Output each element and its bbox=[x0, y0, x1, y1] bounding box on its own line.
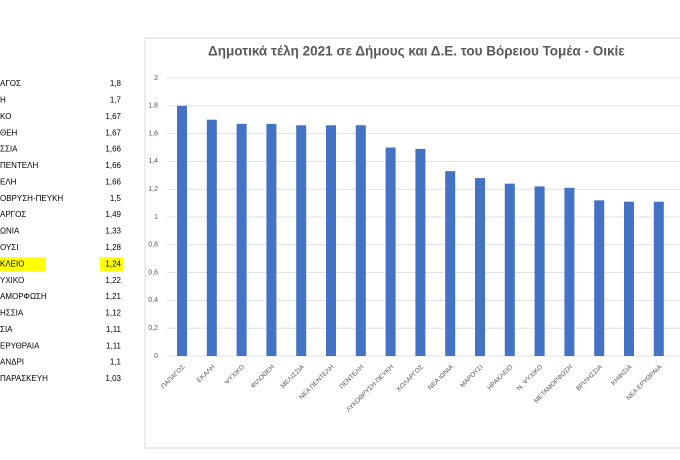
y-tick-label: 1,2 bbox=[148, 186, 158, 193]
y-tick-label: 2 bbox=[154, 75, 158, 82]
cell-value: 1,22 bbox=[105, 276, 121, 285]
cell-name: ΣΙΑ bbox=[0, 325, 13, 334]
bar bbox=[415, 148, 426, 356]
bar bbox=[653, 201, 664, 356]
x-tick-label: ΒΡΙΛΗΣΣΙΑ bbox=[575, 363, 604, 392]
cell-name: ΚΛΕΙΟ bbox=[0, 259, 24, 268]
bar bbox=[624, 201, 634, 356]
bar bbox=[564, 187, 575, 356]
cell-value: 1,11 bbox=[106, 325, 122, 334]
cell-value: 1,5 bbox=[110, 194, 122, 203]
x-tick-label: ΠΕΝΤΕΛΗ bbox=[339, 363, 366, 390]
cell-name: ΑΝΔΡΙ bbox=[0, 358, 24, 367]
cell-value: 1,21 bbox=[105, 292, 121, 301]
cell-name: ΗΣΣΙΑ bbox=[0, 309, 24, 318]
x-tick-label: ΜΕΛΙΣΣΙΑ bbox=[280, 363, 307, 390]
cell-value: 1,67 bbox=[105, 128, 121, 137]
cell-value: 1,28 bbox=[105, 243, 121, 252]
y-tick-label: 0,6 bbox=[148, 269, 158, 276]
cell-value: 1,24 bbox=[105, 259, 121, 268]
x-tick-label: ΠΑΠΑΓΟΣ bbox=[160, 364, 187, 391]
cell-name: ΠΑΡΑΣΚΕΥΗ bbox=[0, 374, 48, 383]
x-tick-label: ΨΥΧΙΚΟ bbox=[224, 364, 247, 387]
x-tick-label: ΗΡΑΚΛΕΙΟ bbox=[486, 364, 514, 392]
bar bbox=[236, 123, 247, 357]
cell-name: ΘΕΗ bbox=[0, 128, 18, 137]
bar bbox=[355, 125, 366, 356]
cell-value: 1,12 bbox=[105, 309, 121, 318]
bar bbox=[266, 123, 277, 357]
cell-name: ΑΡΓΟΣ bbox=[0, 210, 26, 219]
y-tick-label: 0,4 bbox=[148, 297, 158, 304]
bar bbox=[206, 119, 217, 356]
cell-value: 1,11 bbox=[106, 341, 122, 350]
bar bbox=[326, 125, 336, 356]
cell-value: 1,7 bbox=[110, 95, 122, 104]
bar bbox=[296, 125, 307, 356]
y-tick-label: 1,8 bbox=[148, 103, 158, 110]
y-tick-label: 0 bbox=[154, 353, 158, 360]
cell-name: ΚΟ bbox=[0, 112, 11, 121]
cell-name: ΠΕΝΤΕΛΗ bbox=[0, 161, 38, 170]
cell-name: ΑΓΟΣ bbox=[0, 79, 21, 88]
cell-value: 1,33 bbox=[105, 227, 121, 236]
x-tick-label: Ν. ΨΥΧΙΚΟ bbox=[516, 364, 545, 393]
cell-value: 1,8 bbox=[110, 79, 122, 88]
cell-value: 1,66 bbox=[105, 177, 121, 186]
cell-name: ΑΜΟΡΦΩΣΗ bbox=[0, 292, 47, 301]
cell-name: ΩΝΙΑ bbox=[0, 227, 20, 236]
bar bbox=[177, 105, 187, 356]
highlight bbox=[0, 257, 46, 272]
cell-value: 1,66 bbox=[105, 161, 121, 170]
highlight bbox=[100, 257, 123, 272]
cell-name: ΟΥΣΙ bbox=[0, 243, 18, 252]
chart-title: Δημοτικά τέλη 2021 σε Δήμους και Δ.Ε. το… bbox=[208, 44, 625, 59]
y-tick-label: 1,6 bbox=[148, 130, 158, 137]
y-tick-label: 0,2 bbox=[148, 325, 158, 332]
y-tick-label: 0,8 bbox=[148, 242, 158, 249]
cell-value: 1,66 bbox=[105, 145, 121, 154]
bar bbox=[385, 147, 396, 356]
cell-value: 1,67 bbox=[105, 112, 121, 121]
x-tick-label: ΚΗΦΙΣΙΑ bbox=[610, 363, 634, 387]
y-tick-label: 1,4 bbox=[148, 158, 158, 165]
cell-name: ΣΣΙΑ bbox=[0, 145, 18, 154]
x-tick-label: ΝΕΑ ΙΩΝΙΑ bbox=[427, 363, 455, 391]
cell-name: Η bbox=[0, 95, 6, 104]
cell-name: ΥΧΙΚΟ bbox=[0, 276, 24, 285]
bar bbox=[534, 186, 545, 356]
bar bbox=[475, 178, 485, 356]
cell-name: ΕΛΗ bbox=[0, 177, 17, 186]
cell-name: ΟΒΡΥΣΗ-ΠΕΥΚΗ bbox=[0, 194, 63, 203]
x-tick-label: ΦΙΛΟΘΕΗ bbox=[250, 363, 277, 390]
x-tick-label: ΜΑΡΟΥΣΙ bbox=[459, 364, 485, 390]
x-tick-label: ΧΟΛΑΡΓΟΣ bbox=[395, 364, 425, 394]
cell-value: 1,1 bbox=[110, 358, 122, 367]
bar bbox=[504, 183, 515, 356]
x-tick-label: ΕΚΑΛΗ bbox=[196, 363, 217, 384]
bar bbox=[594, 200, 605, 356]
bar bbox=[445, 171, 456, 356]
cell-value: 1,03 bbox=[105, 374, 121, 383]
cell-value: 1,49 bbox=[105, 210, 121, 219]
chart-frame bbox=[144, 37, 680, 449]
cell-name: ΕΡΥΘΡΑΙΑ bbox=[0, 341, 40, 350]
y-tick-label: 1 bbox=[154, 214, 158, 221]
